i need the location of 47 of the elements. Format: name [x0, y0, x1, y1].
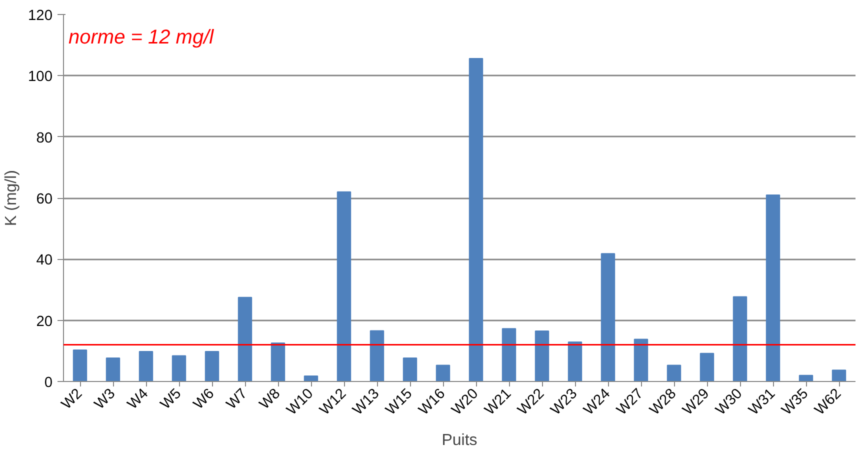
x-tick-label: W20	[449, 386, 482, 418]
y-tick-label: 60	[36, 192, 53, 208]
bar	[204, 351, 220, 382]
bar	[238, 296, 252, 382]
bar	[534, 330, 550, 382]
bar	[336, 191, 352, 382]
x-tick-label: W8	[256, 386, 284, 413]
bar	[106, 357, 120, 382]
x-tick-label: W10	[284, 386, 317, 418]
bar	[72, 350, 88, 382]
bar	[832, 370, 846, 382]
bar	[634, 338, 648, 382]
bar	[798, 374, 814, 382]
x-tick-label: W21	[482, 386, 515, 418]
x-tick-label: W31	[746, 386, 779, 418]
bar	[568, 342, 582, 382]
x-tick-label: W29	[680, 386, 713, 418]
y-tick-label: 40	[36, 252, 53, 269]
y-tick-label: 80	[36, 130, 53, 146]
y-tick-label: 20	[36, 314, 53, 330]
y-tick-label: 100	[28, 69, 53, 86]
x-axis-title: Puits	[442, 432, 478, 450]
bar	[700, 352, 714, 382]
bar	[172, 355, 186, 382]
bar	[304, 375, 318, 382]
y-axis-title: K (mg/l)	[3, 170, 20, 226]
bar	[666, 364, 682, 382]
y-tick-label: 0	[44, 375, 53, 391]
bar	[502, 328, 516, 382]
bar	[270, 342, 286, 382]
x-tick-label: W7	[224, 386, 251, 413]
bar	[766, 194, 780, 382]
bar	[600, 253, 616, 382]
bar	[402, 357, 418, 382]
x-tick-label: W2	[58, 386, 86, 413]
y-tick-label: 120	[28, 8, 53, 24]
x-tick-label: W4	[124, 386, 152, 413]
bar	[436, 364, 450, 382]
x-tick-label: W30	[713, 386, 746, 418]
ref-line-label: norme = 12 mg/l	[68, 26, 214, 48]
bar	[138, 351, 154, 382]
bar	[732, 296, 748, 382]
bar	[370, 330, 384, 382]
x-tick-label: W5	[158, 386, 185, 413]
bar	[468, 58, 484, 382]
x-tick-label: W3	[92, 386, 119, 413]
x-tick-label: W6	[190, 386, 218, 413]
